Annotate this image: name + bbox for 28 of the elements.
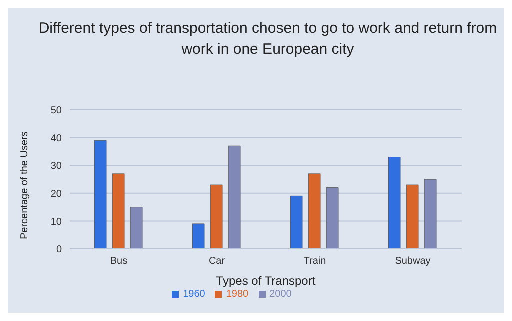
y-axis-title: Percentage of the Users	[20, 132, 31, 240]
bar	[130, 207, 143, 249]
bar	[210, 184, 223, 249]
bar	[94, 140, 107, 249]
x-axis-title: Types of Transport	[216, 274, 316, 288]
bar	[326, 188, 339, 249]
x-tick-label: Car	[208, 256, 226, 268]
y-tick-label: 30	[50, 161, 62, 172]
bar	[308, 174, 321, 249]
bar	[228, 146, 241, 249]
x-tick-label: Bus	[110, 256, 128, 268]
legend-label: 1960	[183, 289, 206, 300]
bar	[388, 157, 401, 249]
bar	[112, 174, 125, 249]
legend-label: 1980	[226, 289, 249, 300]
y-tick-label: 10	[50, 216, 62, 228]
y-tick-label: 0	[56, 244, 62, 256]
bar	[290, 196, 303, 249]
bar	[406, 184, 419, 249]
x-tick-label: Subway	[395, 256, 431, 268]
chart-title: Different types of transportation chosen to go to work and return from work in one European city	[38, 19, 498, 60]
y-tick-label: 50	[50, 106, 62, 117]
bar	[192, 224, 205, 249]
y-tick-label: 20	[50, 188, 62, 200]
x-tick-label: Train	[304, 256, 326, 268]
bar	[424, 179, 437, 249]
legend-label: 2000	[270, 289, 292, 300]
y-tick-label: 40	[50, 133, 62, 144]
